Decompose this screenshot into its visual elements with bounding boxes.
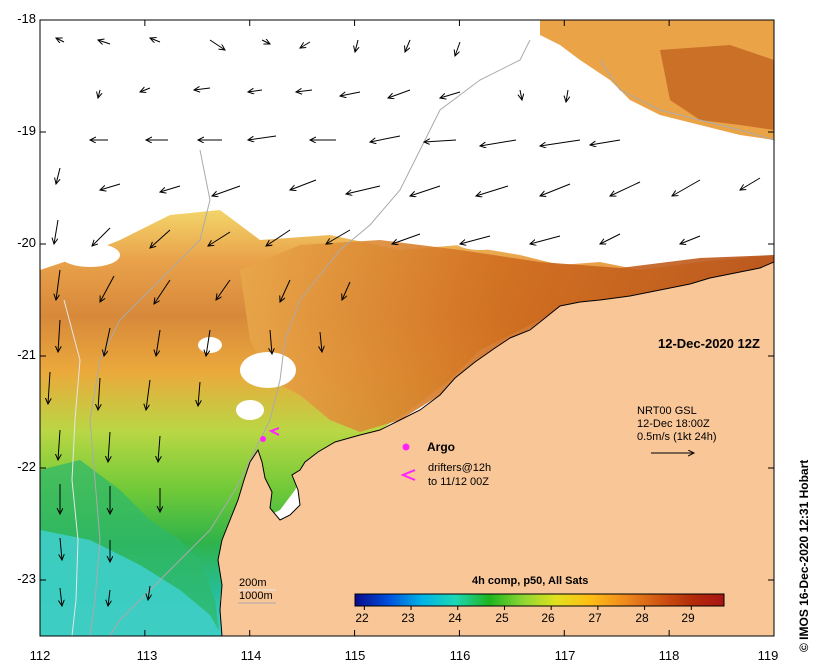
- sst-map-figure: -18 -19 -20 -21 -22 -23 112 113 114 115 …: [0, 0, 818, 672]
- lat-tick-label: -23: [2, 571, 36, 586]
- colorbar-tick-label: 29: [673, 611, 703, 625]
- lon-tick-label: 114: [231, 648, 271, 663]
- colorbar-tick-label: 24: [440, 611, 470, 625]
- cloud-patch: [60, 243, 120, 267]
- colorbar-tick-label: 27: [580, 611, 610, 625]
- lat-tick-label: -20: [2, 235, 36, 250]
- lat-tick-label: -18: [2, 11, 36, 26]
- cloud-patch: [240, 352, 296, 388]
- imos-credit: © IMOS 16-Dec-2020 12:31 Hobart: [797, 460, 811, 652]
- lat-tick-label: -19: [2, 123, 36, 138]
- depth-legend-shallow: 200m: [239, 577, 273, 590]
- lon-tick-label: 119: [748, 648, 788, 663]
- colorbar-tick-label: 22: [347, 611, 377, 625]
- cloud-patch: [198, 337, 222, 353]
- map-date-title: 12-Dec-2020 12Z: [658, 336, 760, 351]
- lon-tick-label: 115: [335, 648, 375, 663]
- colorbar-title: 4h comp, p50, All Sats: [472, 575, 588, 587]
- drifter-legend-line2: to 11/12 00Z: [428, 475, 491, 489]
- cloud-patch: [454, 230, 506, 250]
- drifter-legend: drifters@12h to 11/12 00Z: [428, 461, 491, 489]
- vector-legend-line3: 0.5m/s (1kt 24h): [637, 431, 716, 444]
- argo-legend-label: Argo: [427, 440, 455, 454]
- vector-legend-line1: NRT00 GSL: [637, 405, 716, 418]
- colorbar-tick-label: 26: [533, 611, 563, 625]
- lat-tick-label: -22: [2, 459, 36, 474]
- lon-tick-label: 112: [20, 648, 60, 663]
- depth-legend: 200m 1000m: [239, 577, 273, 603]
- colorbar: [355, 594, 724, 606]
- vector-legend: NRT00 GSL 12-Dec 18:00Z 0.5m/s (1kt 24h): [637, 405, 716, 444]
- colorbar-tick-label: 25: [487, 611, 517, 625]
- lon-tick-label: 113: [127, 648, 167, 663]
- lon-tick-label: 116: [440, 648, 480, 663]
- cloud-patch: [236, 400, 264, 420]
- lat-tick-label: -21: [2, 347, 36, 362]
- drifter-legend-line1: drifters@12h: [428, 461, 491, 475]
- lon-tick-label: 118: [649, 648, 689, 663]
- depth-legend-deep: 1000m: [239, 590, 273, 603]
- colorbar-tick-label: 28: [627, 611, 657, 625]
- sst-field: [40, 20, 774, 636]
- colorbar-tick-label: 23: [393, 611, 423, 625]
- lon-tick-label: 117: [545, 648, 585, 663]
- vector-legend-line2: 12-Dec 18:00Z: [637, 418, 716, 431]
